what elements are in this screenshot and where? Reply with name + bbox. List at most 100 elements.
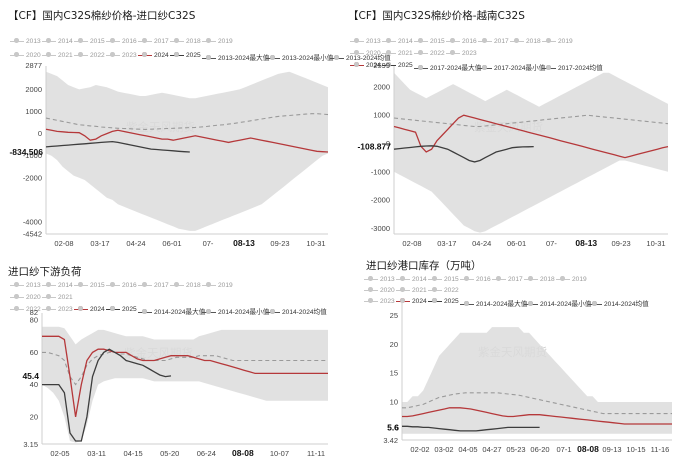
legend-item[interactable]: 2013-2024最小值 — [266, 52, 333, 62]
legend-swatch-icon — [460, 301, 474, 307]
legend-item[interactable]: 2018 — [170, 282, 201, 289]
current-value-label: -108.877 — [357, 142, 391, 152]
y-tick-label: 1000 — [25, 107, 42, 116]
series-2024-line — [402, 407, 672, 425]
legend-item[interactable]: 2022 — [428, 287, 459, 294]
legend-item[interactable]: 2023 — [364, 298, 395, 305]
legend-item[interactable]: 2018 — [510, 38, 541, 45]
legend-label: 2018 — [186, 282, 201, 289]
legend-label: 2025 — [398, 62, 413, 69]
legend-item[interactable]: 2023 — [106, 52, 137, 59]
legend-item[interactable]: 2019 — [202, 282, 233, 289]
legend-item[interactable]: 2016 — [460, 276, 491, 283]
legend-swatch-icon — [414, 65, 428, 71]
legend-item[interactable]: 2016 — [106, 38, 137, 45]
legend-item[interactable]: 2015 — [428, 276, 459, 283]
x-tick-label: 10-07 — [270, 449, 289, 458]
legend-item[interactable]: 2014-2024最小值 — [202, 306, 269, 316]
legend-item[interactable]: 2014-2024最大值 — [460, 298, 527, 308]
chart-title-1: 【CF】国内C32S棉纱价格-进口纱C32S — [8, 10, 196, 22]
legend-item[interactable]: 2019 — [542, 38, 573, 45]
legend-item[interactable]: 2025 — [382, 62, 413, 69]
legend-item[interactable]: 2017 — [138, 38, 169, 45]
series-2024-line — [45, 128, 329, 153]
legend-item[interactable]: 2014-2024均值 — [266, 306, 327, 316]
y-tick-label: -2000 — [371, 196, 390, 205]
legend-label: 2021 — [398, 50, 413, 57]
legend-item[interactable]: 2013 — [10, 38, 41, 45]
legend-item[interactable]: 2022 — [10, 306, 41, 313]
range-band — [394, 72, 668, 233]
legend-item[interactable]: 2016 — [446, 38, 477, 45]
legend-item[interactable]: 2015 — [74, 282, 105, 289]
y-tick-label: 0 — [38, 129, 42, 138]
legend-item[interactable]: 2014-2024最小值 — [524, 298, 591, 308]
legend-item[interactable]: 2019 — [202, 38, 233, 45]
legend-item[interactable]: 2020 — [10, 52, 41, 59]
legend-item[interactable]: 2017 — [492, 276, 523, 283]
legend-item[interactable]: 2017 — [478, 38, 509, 45]
legend-label: 2014-2024最小值 — [540, 301, 592, 308]
legend-swatch-icon — [478, 65, 492, 71]
legend-item[interactable]: 2013 — [364, 276, 395, 283]
legend-label: 2017 — [154, 282, 169, 289]
range-band — [42, 326, 328, 443]
legend-item[interactable]: 2014 — [396, 276, 427, 283]
legend-item[interactable]: 2017-2024最小值 — [478, 62, 545, 72]
legend-swatch-icon — [74, 52, 88, 58]
series-mean-line — [45, 113, 329, 130]
legend-item[interactable]: 2024 — [74, 306, 105, 313]
legend-item[interactable]: 2020 — [364, 287, 395, 294]
legend-item[interactable]: 2015 — [414, 38, 445, 45]
legend-item[interactable]: 2025 — [428, 298, 459, 305]
legend-item[interactable]: 2022 — [414, 50, 445, 57]
legend-item[interactable]: 2021 — [396, 287, 427, 294]
legend-item[interactable]: 2013-2024均值 — [330, 52, 391, 62]
legend-item[interactable]: 2018 — [170, 38, 201, 45]
legend-item[interactable]: 2014-2024最大值 — [138, 306, 205, 316]
legend-swatch-icon — [542, 38, 556, 44]
legend-item[interactable]: 2016 — [106, 282, 137, 289]
chart-panel-2: 【CF】国内C32S棉纱价格-越南C32S 2013 2014 2015 2016 20… — [346, 6, 676, 248]
x-tick-label: 10-31 — [646, 239, 665, 248]
legend-item[interactable]: 2019 — [556, 276, 587, 283]
legend-item[interactable]: 2013-2024最大值 — [202, 52, 269, 62]
x-tick-label: 09-23 — [270, 239, 289, 248]
legend-item[interactable]: 2021 — [42, 294, 73, 301]
x-tick-label: 04-05 — [458, 445, 477, 454]
legend-label: 2024 — [366, 62, 381, 69]
legend-item[interactable]: 2018 — [524, 276, 555, 283]
legend-item[interactable]: 2023 — [446, 50, 477, 57]
legend-item[interactable]: 2025 — [106, 306, 137, 313]
legend-label: 2020 — [380, 287, 395, 294]
legend-item[interactable]: 2020 — [350, 50, 381, 57]
legend-item[interactable]: 2014 — [42, 282, 73, 289]
legend-item[interactable]: 2017-2024最大值 — [414, 62, 481, 72]
legend-item[interactable]: 2021 — [42, 52, 73, 59]
legend-swatch-icon — [266, 309, 280, 315]
chart-panel-3: 进口纱下游负荷 2013 2014 2015 2016 2017 2018 2019 2020… — [6, 262, 336, 458]
legend-item[interactable]: 2013 — [10, 282, 41, 289]
x-tick-label: 04-27 — [482, 445, 501, 454]
legend-item[interactable]: 2025 — [170, 52, 201, 59]
legend-item[interactable]: 2024 — [138, 52, 169, 59]
legend-swatch-icon — [428, 276, 442, 282]
legend-item[interactable]: 2017-2024均值 — [542, 62, 603, 72]
legend-item[interactable]: 2022 — [74, 52, 105, 59]
series-mean-line — [42, 351, 328, 386]
legend-item[interactable]: 2023 — [42, 306, 73, 313]
legend-label: 2021 — [58, 294, 73, 301]
legend-swatch-icon — [382, 38, 396, 44]
legend-item[interactable]: 2024 — [350, 62, 381, 69]
legend-item[interactable]: 2014 — [42, 38, 73, 45]
legend-item[interactable]: 2014-2024均值 — [588, 298, 649, 308]
legend-item[interactable]: 2020 — [10, 294, 41, 301]
legend-swatch-icon — [10, 306, 24, 312]
legend-item[interactable]: 2017 — [138, 282, 169, 289]
legend-item[interactable]: 2021 — [382, 50, 413, 57]
legend-swatch-icon — [202, 38, 216, 44]
legend-label: 2016 — [462, 38, 477, 45]
legend-item[interactable]: 2013 — [350, 38, 381, 45]
legend-item[interactable]: 2014 — [382, 38, 413, 45]
legend-item[interactable]: 2015 — [74, 38, 105, 45]
